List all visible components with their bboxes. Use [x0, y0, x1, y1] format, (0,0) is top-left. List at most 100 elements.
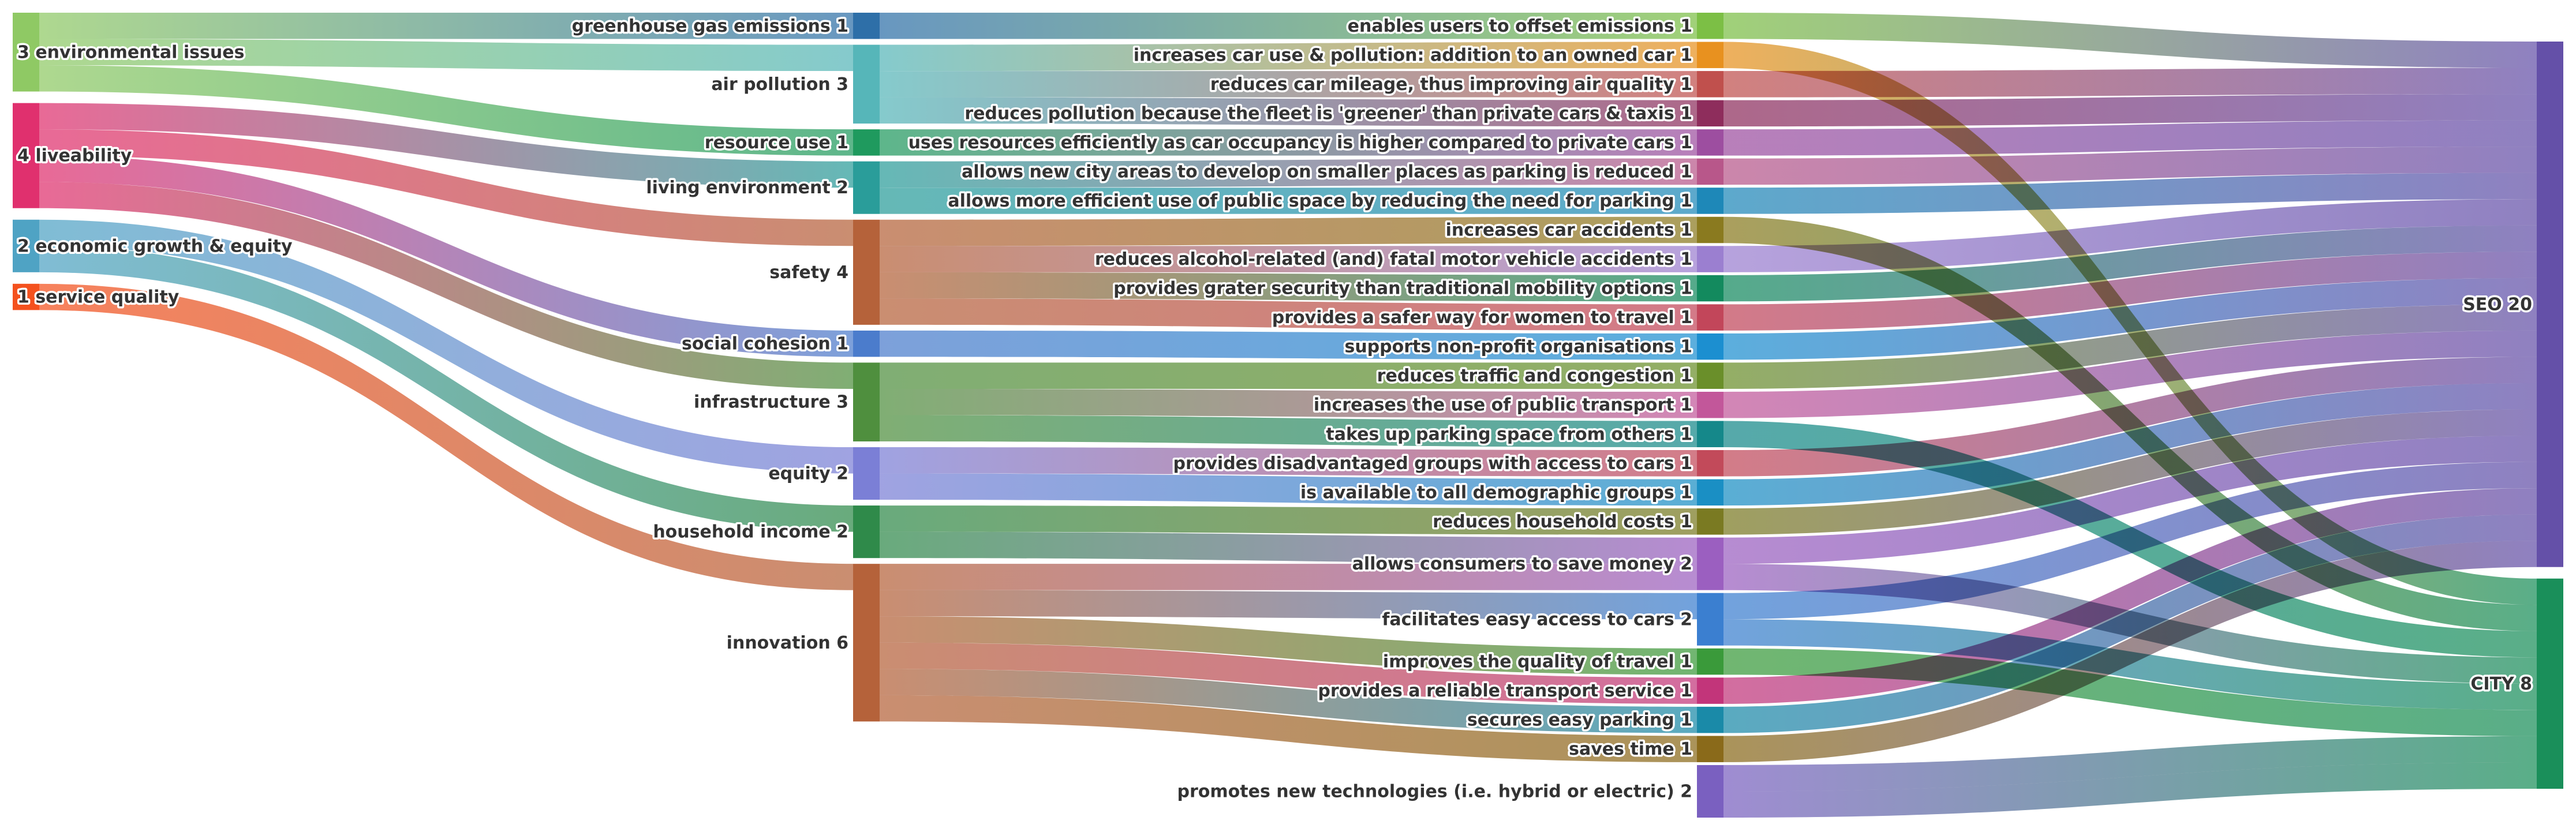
node-b12: [1697, 333, 1723, 360]
node-label-b6: allows new city areas to develop on smal…: [962, 162, 1692, 182]
link-b4-to-seo: [1723, 94, 2537, 127]
node-infra: [853, 362, 880, 442]
link-innov-to-b24: [880, 695, 1697, 762]
node-b3: [1697, 71, 1723, 98]
node-label-innov: innovation 6: [727, 633, 848, 653]
node-b21: [1697, 648, 1723, 675]
node-b10: [1697, 275, 1723, 302]
link-innov-to-b21: [880, 616, 1697, 675]
node-safety: [853, 219, 880, 325]
link-live-to-safety: [39, 129, 853, 246]
node-b19: [1697, 537, 1723, 590]
node-label-safety: safety 4: [769, 263, 848, 283]
link-b1-to-seo: [1723, 13, 2537, 68]
link-res-to-b5: [880, 129, 1697, 156]
link-b9-to-seo: [1723, 199, 2537, 272]
link-b16-to-seo: [1723, 357, 2537, 477]
node-label-b1: enables users to offset emissions 1: [1348, 16, 1692, 36]
link-safety-to-b11: [880, 298, 1697, 331]
link-infra-to-b15: [880, 415, 1697, 448]
node-label-b3: reduces car mileage, thus improving air …: [1210, 74, 1692, 95]
link-econ-to-hhinc: [39, 246, 853, 532]
node-label-b5: uses resources efficiently as car occupa…: [908, 133, 1692, 153]
node-label-b15: takes up parking space from others 1: [1326, 424, 1692, 444]
node-label-b12: supports non-profit organisations 1: [1344, 337, 1692, 357]
node-b18: [1697, 508, 1723, 535]
link-livenv-to-b6: [880, 158, 1697, 188]
link-b11-to-seo: [1723, 252, 2537, 331]
node-b5: [1697, 129, 1723, 156]
link-innov-to-b22: [880, 642, 1697, 704]
link-safety-to-b10: [880, 272, 1697, 302]
node-label-seo: SEO 20: [2463, 294, 2532, 314]
link-b22-to-seo: [1723, 488, 2537, 704]
link-b7-to-seo: [1723, 173, 2537, 214]
link-env-to-res: [39, 65, 853, 156]
link-live-to-infra: [39, 182, 853, 389]
link-safety-to-b8: [880, 216, 1697, 246]
node-b6: [1697, 158, 1723, 185]
link-b24-to-seo: [1723, 541, 2537, 762]
link-b17-to-seo: [1723, 383, 2537, 506]
node-label-b8: increases car accidents 1: [1446, 220, 1692, 241]
node-label-b23: secures easy parking 1: [1467, 710, 1692, 730]
node-b17: [1697, 479, 1723, 506]
node-b22: [1697, 677, 1723, 704]
link-ghg-to-b1: [880, 13, 1697, 39]
node-label-b16: provides disadvantaged groups with acces…: [1173, 454, 1692, 474]
node-city: [2537, 578, 2563, 789]
node-econ: [13, 219, 39, 272]
node-label-svc: 1 service quality: [17, 287, 180, 308]
node-b14: [1697, 391, 1723, 418]
sankey-nodes: [13, 13, 2563, 818]
node-b24: [1697, 736, 1723, 762]
link-innov-to-b23: [880, 669, 1697, 733]
link-b10-to-seo: [1723, 225, 2537, 302]
node-svc: [13, 283, 39, 310]
node-label-b24: saves time 1: [1569, 739, 1692, 759]
node-label-ghg: greenhouse gas emissions 1: [572, 16, 848, 36]
node-res: [853, 129, 880, 156]
node-label-b22: provides a reliable transport service 1: [1318, 681, 1692, 701]
node-b2: [1697, 42, 1723, 69]
node-equity: [853, 447, 880, 500]
node-label-b18: reduces household costs 1: [1433, 512, 1692, 532]
node-seo: [2537, 42, 2563, 567]
node-label-econ: 2 economic growth & equity: [17, 236, 293, 256]
node-label-b11: provides a safer way for women to travel…: [1272, 308, 1692, 328]
link-b23-to-seo: [1723, 514, 2537, 733]
sankey-links: [39, 13, 2537, 818]
link-equity-to-b17: [880, 473, 1697, 506]
link-b12-to-seo: [1723, 278, 2537, 360]
node-b13: [1697, 362, 1723, 389]
link-air-to-b4: [880, 97, 1697, 127]
node-innov: [853, 564, 880, 722]
node-label-city: CITY 8: [2470, 674, 2532, 694]
link-infra-to-b13: [880, 362, 1697, 389]
node-label-b14: increases the use of public transport 1: [1314, 395, 1692, 415]
node-label-b21: improves the quality of travel 1: [1383, 652, 1692, 672]
link-hhinc-to-b18: [880, 505, 1697, 535]
node-b23: [1697, 706, 1723, 733]
node-env: [13, 13, 39, 92]
link-b20-to-seo: [1723, 462, 2537, 620]
link-b18-to-seo: [1723, 409, 2537, 535]
link-equity-to-b16: [880, 447, 1697, 477]
node-label-b25: promotes new technologies (i.e. hybrid o…: [1177, 781, 1693, 801]
node-label-social: social cohesion 1: [682, 334, 848, 354]
node-label-livenv: living environment 2: [646, 178, 848, 198]
link-live-to-livenv: [39, 103, 853, 188]
node-label-b2: increases car use & pollution: addition …: [1134, 45, 1692, 65]
sankey-labels: 3 environmental issues 4 liveability 2 eco…: [16, 14, 2534, 804]
node-label-b10: provides grater security than traditiona…: [1113, 279, 1692, 299]
link-hhinc-to-b19: [880, 531, 1697, 564]
node-label-res: resource use 1: [705, 133, 848, 153]
link-innov-to-b20: [880, 590, 1697, 620]
link-b3-to-seo: [1723, 68, 2537, 98]
node-b4: [1697, 100, 1723, 127]
node-label-live: 4 liveability: [17, 146, 132, 166]
link-b19-to-seo: [1723, 436, 2537, 564]
node-b9: [1697, 246, 1723, 272]
node-label-b4: reduces pollution because the fleet is '…: [964, 103, 1692, 123]
node-live: [13, 103, 39, 208]
